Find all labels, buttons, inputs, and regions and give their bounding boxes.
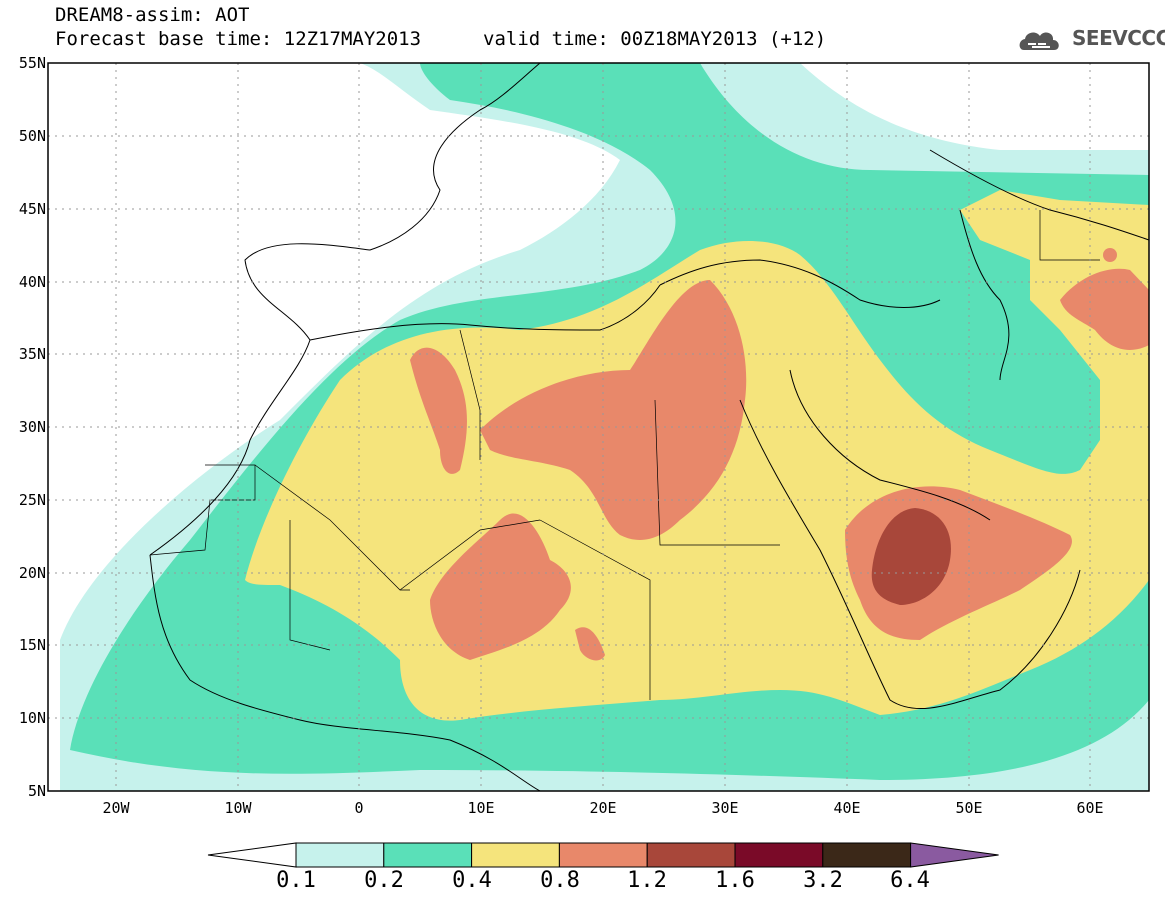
graticule	[48, 63, 1149, 791]
lon-label: 0	[354, 799, 364, 817]
colorbar-swatch	[822, 842, 912, 868]
colorbar-swatch	[383, 842, 473, 868]
lat-label: 40N	[18, 273, 46, 291]
colorbar-swatch	[646, 842, 736, 868]
base-time: Forecast base time: 12Z17MAY2013	[55, 28, 422, 50]
borders	[149, 210, 1100, 700]
lat-label: 30N	[18, 418, 46, 436]
lon-label: 20W	[102, 799, 130, 817]
aot-contour-0.8	[480, 280, 747, 540]
map-title: DREAM8-assim: AOT	[55, 4, 250, 26]
colorbar-label: 0.1	[276, 868, 316, 893]
colorbar-label: 0.8	[540, 868, 580, 893]
map-frame	[47, 62, 1150, 792]
colorbar-swatch	[295, 842, 385, 868]
lat-label: 35N	[18, 345, 46, 363]
lat-label: 55N	[18, 54, 46, 72]
lon-label: 10E	[467, 799, 495, 817]
lat-label: 45N	[18, 200, 46, 218]
lat-label: 25N	[18, 491, 46, 509]
lon-label: 20E	[589, 799, 617, 817]
colorbar-label: 3.2	[803, 868, 843, 893]
colorbar-under-triangle	[207, 842, 297, 868]
colorbar-swatch	[471, 842, 560, 868]
lon-label: 50E	[955, 799, 983, 817]
lat-label: 10N	[18, 709, 46, 727]
colorbar-label: 1.6	[715, 868, 755, 893]
aot-contour-0.8	[1060, 268, 1149, 350]
aot-contour-1.2	[871, 508, 951, 605]
aot-contour-0.8	[410, 347, 467, 474]
lon-label: 60E	[1076, 799, 1104, 817]
colorbar-label: 1.2	[627, 868, 667, 893]
colorbar-label: 0.4	[452, 868, 492, 893]
colorbar-label: 6.4	[890, 868, 930, 893]
coastlines	[149, 63, 1149, 791]
aot-contour-0.8	[430, 513, 571, 660]
cloud-logo-icon	[1019, 32, 1059, 50]
valid-time: valid time: 00Z18MAY2013 (+12)	[483, 28, 827, 50]
colorbar-swatch	[558, 842, 648, 868]
lat-label: 20N	[18, 564, 46, 582]
colorbar	[207, 842, 999, 868]
lat-label: 15N	[18, 636, 46, 654]
lon-label: 40E	[833, 799, 861, 817]
lon-label: 30E	[711, 799, 739, 817]
colorbar-swatch	[734, 842, 824, 868]
logo-text: SEEVCCC	[1072, 26, 1165, 50]
aot-contour-0.8	[1103, 248, 1117, 262]
colorbar-label: 0.2	[364, 868, 404, 893]
lat-label: 5N	[27, 782, 46, 800]
aot-contour-0.8	[575, 627, 605, 661]
colorbar-over-triangle	[910, 842, 999, 868]
lon-label: 10W	[224, 799, 252, 817]
lat-label: 50N	[18, 127, 46, 145]
